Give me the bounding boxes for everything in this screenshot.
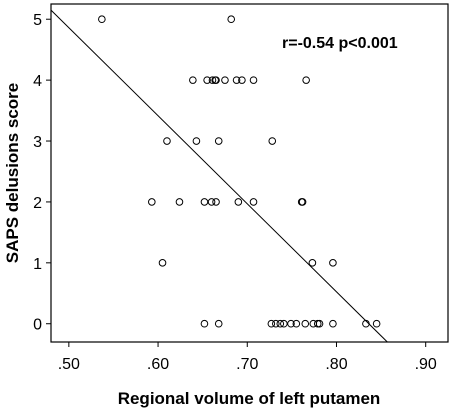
data-point: [238, 76, 246, 84]
regression-line: [50, 9, 388, 343]
y-tick-label: 5: [33, 12, 42, 29]
data-point: [189, 76, 197, 84]
data-point: [315, 319, 324, 328]
data-point: [362, 319, 370, 328]
data-point: [298, 198, 307, 206]
y-tick-label: 1: [33, 256, 42, 273]
data-point: [207, 198, 216, 206]
data-point: [308, 259, 317, 267]
data-point: [302, 76, 310, 84]
data-point: [329, 259, 337, 267]
data-point: [249, 76, 258, 84]
data-point: [200, 198, 209, 206]
data-point: [232, 76, 241, 84]
y-axis-ticks: 0 1 2 3 4 5: [33, 12, 51, 334]
data-point: [212, 198, 220, 206]
data-points: [98, 15, 381, 328]
data-point: [148, 198, 156, 206]
x-tick-label: .60: [147, 356, 169, 373]
x-axis-ticks: .50 .60 .70 .80 .90: [58, 342, 437, 373]
y-tick-label: 0: [33, 317, 42, 334]
data-point: [372, 319, 381, 328]
data-point: [276, 319, 285, 328]
data-point: [234, 198, 243, 206]
data-point: [214, 137, 223, 145]
data-point: [267, 319, 276, 328]
x-tick-label: .70: [236, 356, 258, 373]
data-point: [158, 259, 167, 267]
data-point: [280, 319, 288, 328]
data-point: [214, 319, 223, 328]
data-point: [287, 319, 295, 328]
data-point: [200, 319, 209, 328]
y-axis-title: SAPS delusions score: [3, 83, 22, 263]
data-point: [272, 319, 280, 328]
data-point: [163, 137, 171, 145]
x-tick-label: .90: [415, 356, 437, 373]
y-tick-label: 2: [33, 195, 42, 212]
x-tick-label: .50: [58, 356, 80, 373]
data-point: [301, 319, 310, 328]
data-point: [227, 15, 236, 24]
plot-frame: [50, 3, 449, 343]
data-point: [175, 198, 184, 206]
correlation-annotation: r=-0.54 p<0.001: [282, 35, 398, 52]
data-point: [203, 76, 211, 84]
fit-line-group: [50, 9, 388, 343]
x-tick-label: .80: [325, 356, 347, 373]
data-point: [212, 76, 220, 84]
data-point: [292, 319, 301, 328]
data-point: [208, 76, 217, 84]
data-point: [329, 319, 337, 328]
data-point: [268, 137, 277, 145]
data-point: [192, 137, 201, 145]
data-point: [98, 15, 106, 24]
data-point: [221, 76, 229, 84]
x-axis-title: Regional volume of left putamen: [118, 389, 381, 408]
y-tick-label: 4: [33, 73, 42, 90]
data-point: [249, 198, 258, 206]
y-tick-label: 3: [33, 134, 42, 151]
